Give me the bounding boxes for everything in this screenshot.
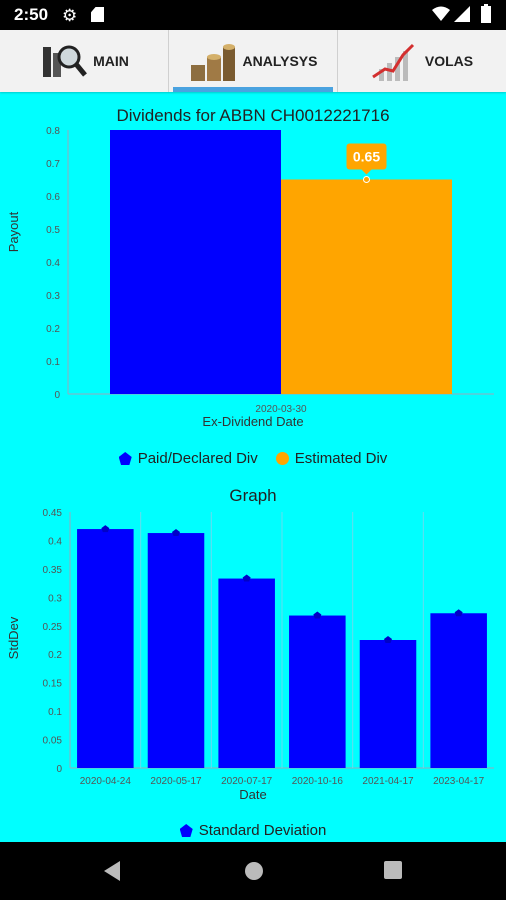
y-tick-label: 0 [54, 390, 60, 401]
tab-main[interactable]: MAIN [0, 30, 168, 92]
data-point-marker [172, 529, 180, 537]
y-tick-label: 0.3 [46, 291, 60, 302]
dividends-chart-title: Dividends for ABBN CH0012221716 [116, 106, 390, 125]
data-point-marker [313, 611, 322, 619]
wifi-icon [432, 6, 450, 21]
bar-stddev [289, 615, 346, 768]
x-tick-label: 2020-05-17 [150, 776, 202, 787]
graph-chart-title: Graph [229, 486, 277, 505]
y-tick-label: 0.1 [46, 357, 60, 368]
y-tick-label: 0.7 [46, 159, 60, 170]
tab-analysys[interactable]: ANALYSYS [168, 30, 337, 92]
coins-stack-icon [190, 44, 235, 81]
tab-main-label: MAIN [93, 53, 129, 69]
tab-analysys-label: ANALYSYS [242, 53, 318, 69]
dividends-x-axis-label: Ex-Dividend Date [202, 414, 304, 429]
bar-estimated-div [281, 179, 452, 394]
data-point-marker [384, 636, 392, 643]
status-time: 2:50 [14, 5, 49, 24]
tab-volas-label: VOLAS [424, 53, 474, 69]
legend-pentagon-icon [179, 824, 193, 837]
tab-volas[interactable]: VOLAS [337, 30, 506, 92]
dividends-chart: 0 0.1 0.2 0.3 0.4 0.5 0.6 0.7 0.8 0.65 2020-03-30 [46, 126, 494, 415]
y-tick-label: 0.25 [43, 622, 63, 633]
dividends-legend: Paid/Declared Div Estimated Div [0, 450, 506, 467]
status-bar: 2:50 ⚙ [0, 0, 506, 30]
legend-pentagon-icon [118, 452, 132, 465]
data-point-marker [101, 525, 110, 533]
x-tick-label: 2020-04-24 [80, 776, 132, 787]
legend-item-paid: Paid/Declared Div [118, 450, 258, 467]
y-tick-label: 0.2 [48, 650, 62, 661]
navigation-bar [0, 842, 506, 900]
y-tick-label: 0.4 [46, 258, 60, 269]
value-tooltip-pointer [361, 169, 372, 175]
legend-label: Standard Deviation [198, 822, 327, 839]
value-tooltip-label: 0.65 [353, 149, 380, 165]
y-tick-label: 0.3 [48, 593, 62, 604]
data-point-marker [454, 609, 463, 617]
legend-item-stddev: Standard Deviation [179, 822, 327, 839]
data-point-marker [242, 574, 251, 582]
bar-stddev [359, 640, 417, 768]
sd-card-icon [91, 7, 104, 22]
x-tick-label: 2020-10-16 [292, 776, 344, 787]
y-tick-label: 0 [56, 764, 62, 775]
bar-stddev [430, 613, 487, 768]
legend-circle-icon [275, 452, 289, 465]
y-tick-label: 0.35 [43, 565, 63, 576]
signal-icon [454, 6, 470, 22]
y-tick-label: 0.4 [48, 536, 62, 547]
highlight-marker [363, 176, 370, 183]
bar-stddev [147, 533, 205, 768]
legend-label: Paid/Declared Div [137, 450, 258, 467]
y-tick-label: 0.8 [46, 126, 60, 137]
y-tick-label: 0.5 [46, 225, 60, 236]
magnifier-chart-icon [43, 45, 88, 77]
tab-bar: MAIN ANALYSYS VOLAS [0, 30, 506, 92]
value-tooltip-box [346, 143, 387, 170]
y-tick-label: 0.15 [43, 679, 63, 690]
legend-item-estimated: Estimated Div [275, 450, 388, 467]
y-tick-label: 0.1 [48, 707, 62, 718]
x-tick-label: 2021-04-17 [362, 776, 414, 787]
y-tick-label: 0.6 [46, 192, 60, 203]
stddev-chart: 0 0.05 0.1 0.15 0.2 0.25 0.3 0.35 0.4 0.45 2020-04… [43, 508, 494, 787]
y-tick-label: 0.45 [43, 508, 63, 519]
x-tick-label: 2020-03-30 [255, 404, 307, 415]
bar-paid-declared-div [110, 130, 281, 394]
back-icon[interactable] [102, 860, 122, 882]
x-tick-label: 2020-07-17 [221, 776, 273, 787]
y-tick-label: 0.2 [46, 324, 60, 335]
legend-label: Estimated Div [294, 450, 388, 467]
bar-stddev [218, 578, 275, 768]
recents-icon[interactable] [383, 860, 403, 880]
trend-chart-icon [372, 43, 414, 81]
graph-x-axis-label: Date [239, 787, 267, 802]
bar-stddev [77, 529, 134, 768]
battery-icon [481, 4, 491, 23]
home-icon[interactable] [243, 860, 265, 882]
y-tick-label: 0.05 [43, 736, 63, 747]
gear-icon: ⚙ [62, 6, 78, 25]
graph-legend: Standard Deviation [0, 822, 506, 839]
x-tick-label: 2023-04-17 [433, 776, 485, 787]
